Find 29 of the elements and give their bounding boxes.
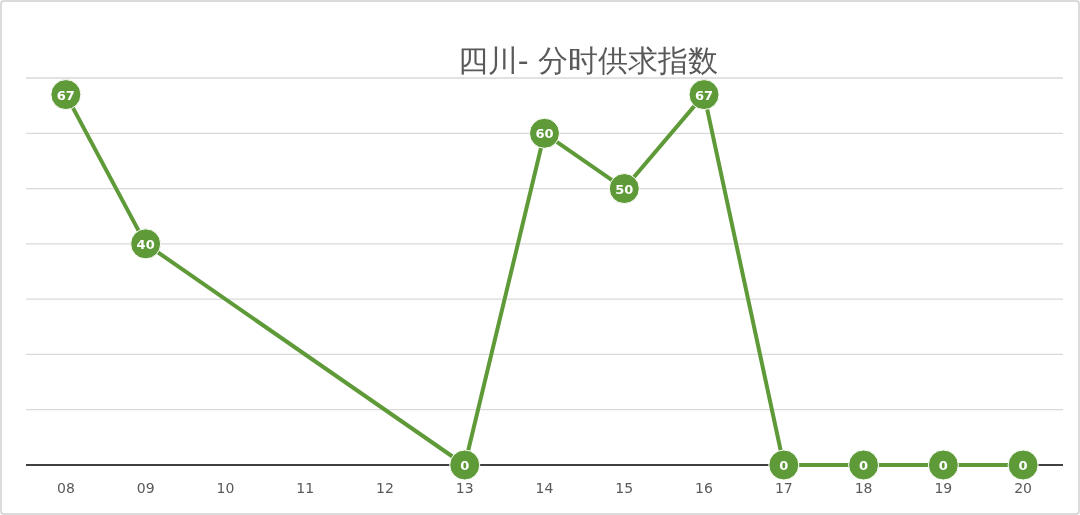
x-tick-label: 17 bbox=[774, 480, 793, 496]
x-tick-label: 19 bbox=[934, 480, 953, 496]
chart-title: 四川- 分时供求指数 bbox=[457, 43, 719, 78]
data-label: 0 bbox=[779, 458, 789, 473]
data-label: 0 bbox=[859, 458, 869, 473]
data-label: 0 bbox=[1018, 458, 1028, 473]
x-tick-label: 12 bbox=[376, 480, 394, 496]
data-label: 67 bbox=[694, 87, 714, 103]
point bbox=[1007, 449, 1039, 481]
data-label: 0 bbox=[460, 458, 470, 473]
point bbox=[768, 449, 800, 481]
point bbox=[449, 449, 481, 481]
point bbox=[848, 449, 880, 481]
x-tick-label: 18 bbox=[854, 480, 873, 496]
data-label: 0 bbox=[938, 458, 948, 473]
x-tick-label: 20 bbox=[1014, 480, 1033, 496]
x-tick-label: 14 bbox=[535, 480, 554, 496]
point bbox=[927, 449, 959, 481]
x-tick-label: 16 bbox=[695, 480, 714, 496]
x-tick-label: 15 bbox=[615, 480, 634, 496]
data-label: 60 bbox=[535, 126, 554, 142]
x-tick-label: 10 bbox=[216, 480, 235, 496]
data-label: 40 bbox=[136, 236, 155, 252]
x-tick-label: 08 bbox=[56, 480, 75, 496]
data-label: 50 bbox=[615, 181, 634, 197]
data-label: 67 bbox=[56, 87, 75, 103]
x-tick-label: 13 bbox=[455, 480, 474, 496]
x-tick-label: 11 bbox=[296, 480, 315, 496]
x-tick-label: 09 bbox=[136, 480, 155, 496]
